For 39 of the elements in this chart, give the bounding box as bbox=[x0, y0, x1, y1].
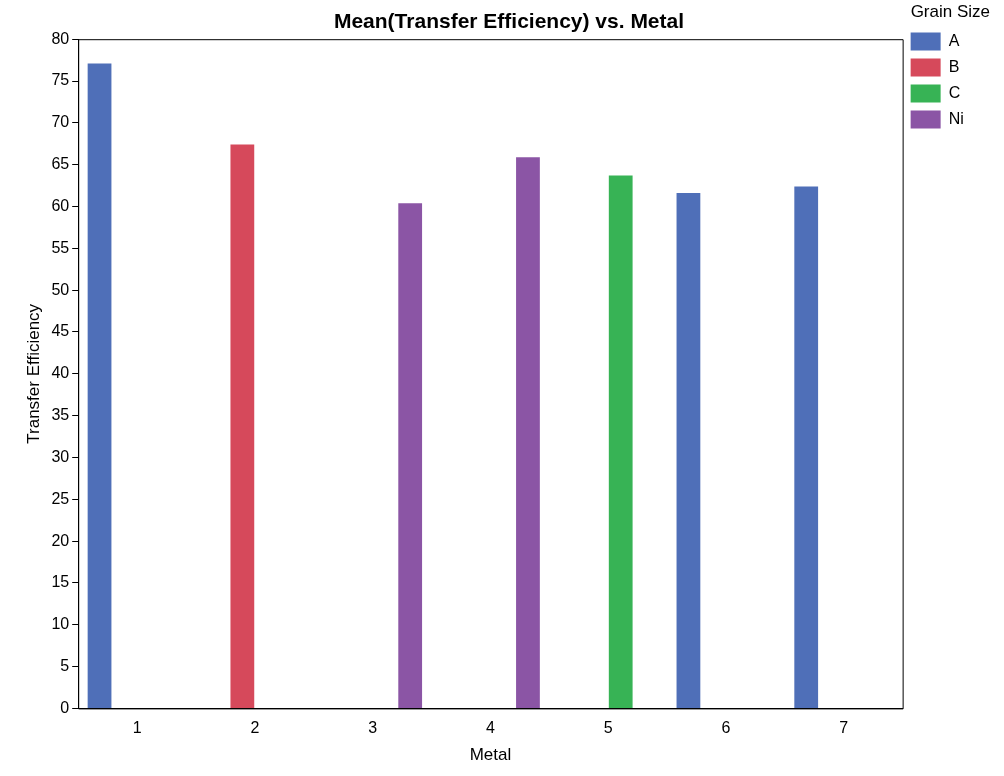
legend-label: A bbox=[948, 31, 960, 49]
chart-title: Mean(Transfer Efficiency) vs. Metal bbox=[333, 9, 685, 33]
bar bbox=[794, 186, 819, 708]
y-tick-label: 25 bbox=[51, 489, 70, 507]
y-tick-label: 70 bbox=[51, 113, 70, 131]
y-tick-label: 15 bbox=[51, 573, 70, 591]
y-tick-label: 55 bbox=[51, 238, 70, 256]
x-tick-label: 7 bbox=[839, 719, 849, 737]
y-axis-title: Transfer Efficiency bbox=[23, 303, 43, 444]
bar bbox=[676, 193, 701, 708]
y-tick-label: 10 bbox=[51, 615, 70, 633]
y-tick-label: 30 bbox=[51, 447, 70, 465]
y-tick-label: 40 bbox=[51, 364, 70, 382]
legend-label: C bbox=[948, 83, 961, 101]
bar bbox=[608, 175, 633, 708]
bar bbox=[87, 63, 112, 708]
y-tick-label: 50 bbox=[51, 280, 70, 298]
x-tick-label: 3 bbox=[368, 719, 378, 737]
y-tick-label: 20 bbox=[51, 531, 70, 549]
x-tick-label: 2 bbox=[250, 719, 260, 737]
y-tick-label: 45 bbox=[51, 322, 70, 340]
y-tick-label: 75 bbox=[51, 71, 70, 89]
y-tick-label: 0 bbox=[60, 698, 70, 716]
bar bbox=[398, 203, 423, 708]
bar bbox=[516, 157, 540, 708]
legend-title: Grain Size bbox=[910, 2, 991, 22]
y-tick-label: 35 bbox=[51, 406, 70, 424]
x-tick-label: 1 bbox=[132, 719, 142, 737]
legend-label: Ni bbox=[948, 109, 964, 127]
x-axis-title: Metal bbox=[469, 745, 512, 765]
y-tick-label: 60 bbox=[51, 196, 70, 214]
y-tick-label: 65 bbox=[51, 155, 70, 173]
y-tick-label: 80 bbox=[51, 29, 70, 47]
x-tick-label: 6 bbox=[721, 719, 731, 737]
legend-label: B bbox=[948, 57, 960, 75]
x-tick-label: 4 bbox=[485, 719, 495, 737]
y-tick-label: 5 bbox=[60, 656, 70, 674]
bar bbox=[230, 144, 255, 708]
x-tick-label: 5 bbox=[603, 719, 613, 737]
